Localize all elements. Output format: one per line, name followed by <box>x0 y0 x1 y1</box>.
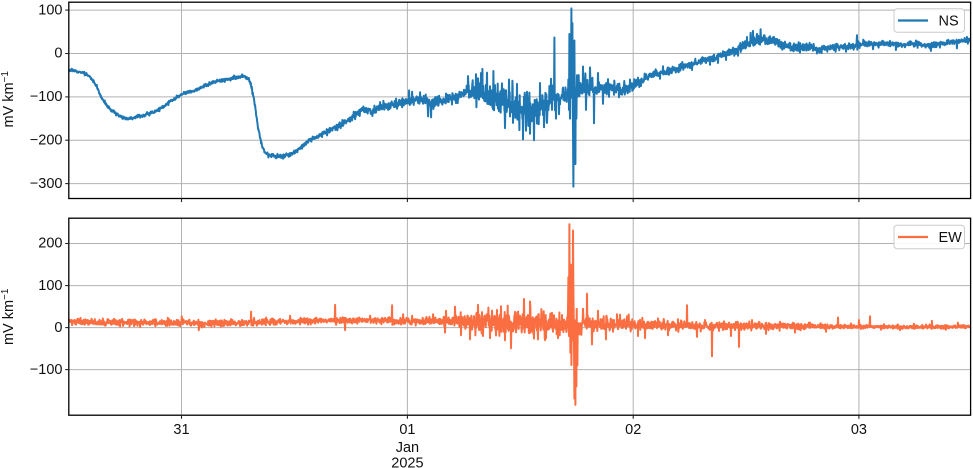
svg-text:2025: 2025 <box>391 455 423 468</box>
svg-text:31: 31 <box>173 422 189 438</box>
svg-text:−300: −300 <box>30 176 63 192</box>
svg-text:01: 01 <box>399 422 415 438</box>
svg-text:200: 200 <box>38 236 62 252</box>
svg-text:100: 100 <box>38 2 62 18</box>
svg-text:EW: EW <box>939 230 963 246</box>
svg-text:mV km−1: mV km−1 <box>0 71 17 128</box>
svg-text:NS: NS <box>939 13 959 29</box>
svg-text:−200: −200 <box>30 132 63 148</box>
svg-text:−100: −100 <box>30 89 63 105</box>
svg-text:03: 03 <box>851 422 867 438</box>
svg-text:100: 100 <box>38 278 62 294</box>
svg-text:Jan: Jan <box>396 440 419 456</box>
svg-text:−100: −100 <box>30 362 63 378</box>
svg-text:0: 0 <box>54 320 62 336</box>
svg-text:mV km−1: mV km−1 <box>0 288 17 345</box>
svg-text:0: 0 <box>54 46 62 62</box>
svg-text:02: 02 <box>625 422 641 438</box>
